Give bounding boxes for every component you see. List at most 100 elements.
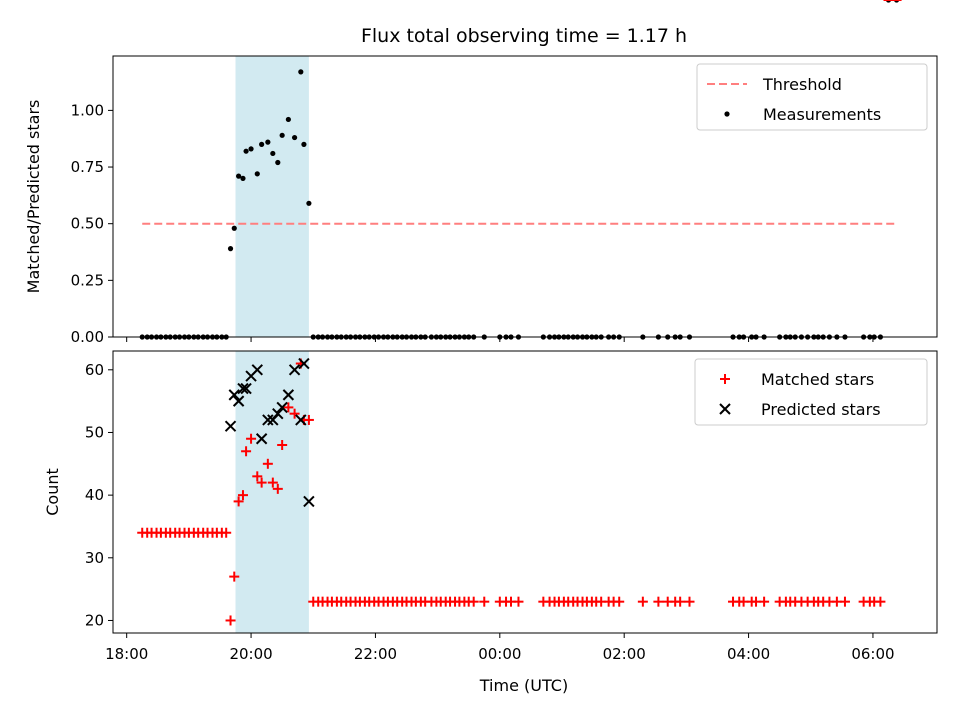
data-point — [224, 420, 237, 432]
legend-marker — [719, 403, 731, 415]
data-point — [255, 433, 268, 445]
legend-box — [694, 358, 928, 426]
data-point — [759, 596, 770, 607]
data-point — [684, 596, 695, 607]
data-point — [291, 134, 298, 141]
data-point — [479, 596, 490, 607]
legend-marker — [720, 374, 730, 384]
data-point — [225, 615, 236, 626]
data-point — [252, 471, 263, 482]
panel-ratio: 0.00 0.25 0.50 0.75 1.00 Matched/Predicted st… — [24, 0, 938, 346]
data-point — [262, 414, 274, 426]
y-tick-label: 50 — [85, 423, 104, 441]
data-point — [283, 402, 294, 413]
legend-count: Matched stars Predicted stars — [694, 358, 928, 426]
data-point — [301, 141, 307, 147]
legend-label: Matched stars — [761, 370, 874, 389]
data-point — [221, 527, 232, 538]
x-tick-label: 06:00 — [851, 645, 894, 663]
panel-count: 20 30 40 50 60 Count 18:00 20:00 22:00 00:00 02:00… — [43, 0, 938, 663]
data-point — [236, 173, 242, 179]
x-tick-label: 22:00 — [354, 645, 397, 663]
data-point — [295, 414, 307, 426]
series-predicted-stars — [224, 357, 315, 508]
data-point — [306, 200, 312, 206]
legend-entry: Measurements — [724, 105, 881, 124]
y-tick-label: 30 — [85, 549, 104, 567]
data-point — [229, 571, 240, 582]
data-point — [241, 446, 252, 457]
series-matched-stars — [137, 0, 902, 626]
data-point — [248, 146, 254, 152]
y-tick-label: 0.75 — [71, 158, 104, 176]
data-point — [276, 401, 288, 414]
y-axis-label-count: Count — [43, 468, 62, 516]
y-tick-label: 0.50 — [71, 215, 104, 233]
data-point — [275, 159, 281, 166]
data-point — [231, 225, 237, 231]
legend-label: Threshold — [762, 75, 842, 94]
legend-marker — [724, 111, 730, 117]
axes-frame — [112, 350, 938, 634]
data-point — [279, 132, 285, 138]
data-point — [277, 440, 288, 450]
data-point — [267, 477, 278, 488]
data-point — [237, 490, 248, 501]
data-point — [246, 433, 257, 444]
data-point — [265, 139, 271, 145]
y-tick-label: 0.00 — [71, 328, 104, 346]
x-tick-label: 20:00 — [229, 645, 272, 663]
y-tick-label: 20 — [85, 611, 104, 629]
data-point — [675, 596, 686, 607]
data-point — [259, 141, 265, 147]
y-tick-label: 1.00 — [71, 101, 104, 119]
legend-label: Predicted stars — [761, 400, 881, 419]
chart-title: Flux total observing time = 1.17 h — [361, 25, 687, 47]
y-tick-label: 0.25 — [71, 271, 104, 289]
axes-frame — [112, 55, 938, 338]
data-point — [262, 458, 273, 469]
data-point — [243, 148, 249, 154]
shaded-interval — [235, 351, 309, 633]
legend-label: Measurements — [763, 105, 881, 124]
shaded-interval — [235, 56, 309, 337]
data-point — [272, 407, 284, 420]
data-point — [298, 69, 304, 75]
data-point — [839, 596, 850, 607]
x-tick-label: 04:00 — [727, 645, 770, 663]
data-point — [468, 596, 479, 607]
y-tick-label: 40 — [85, 486, 104, 504]
data-point — [228, 389, 240, 401]
data-point — [282, 389, 295, 401]
data-point — [270, 150, 276, 157]
data-point — [303, 495, 315, 508]
x-tick-label: 18:00 — [105, 645, 148, 663]
data-point — [254, 171, 260, 177]
y-tick-label: 60 — [85, 361, 104, 379]
data-point — [637, 596, 648, 607]
data-point — [285, 116, 291, 123]
data-point — [875, 596, 886, 607]
data-point — [256, 477, 267, 488]
data-point — [289, 408, 300, 419]
x-axis-label: Time (UTC) — [479, 676, 568, 695]
data-point — [237, 382, 249, 395]
data-point — [240, 382, 252, 395]
data-point — [614, 596, 625, 607]
y-axis-label-ratio: Matched/Predicted stars — [24, 100, 43, 294]
legend-entry: Predicted stars — [719, 400, 881, 419]
data-point — [251, 364, 263, 376]
data-point — [240, 175, 246, 181]
data-point — [288, 364, 301, 376]
data-point — [298, 357, 310, 370]
x-tick-label: 00:00 — [478, 645, 521, 663]
legend-box — [696, 63, 928, 131]
data-point — [232, 395, 245, 407]
data-point — [233, 496, 244, 507]
data-point — [653, 596, 664, 607]
data-point — [513, 596, 524, 607]
legend-ratio: Threshold Measurements — [696, 63, 928, 131]
data-point — [227, 246, 234, 252]
legend-entry: Threshold — [707, 75, 842, 94]
data-point — [303, 414, 314, 425]
